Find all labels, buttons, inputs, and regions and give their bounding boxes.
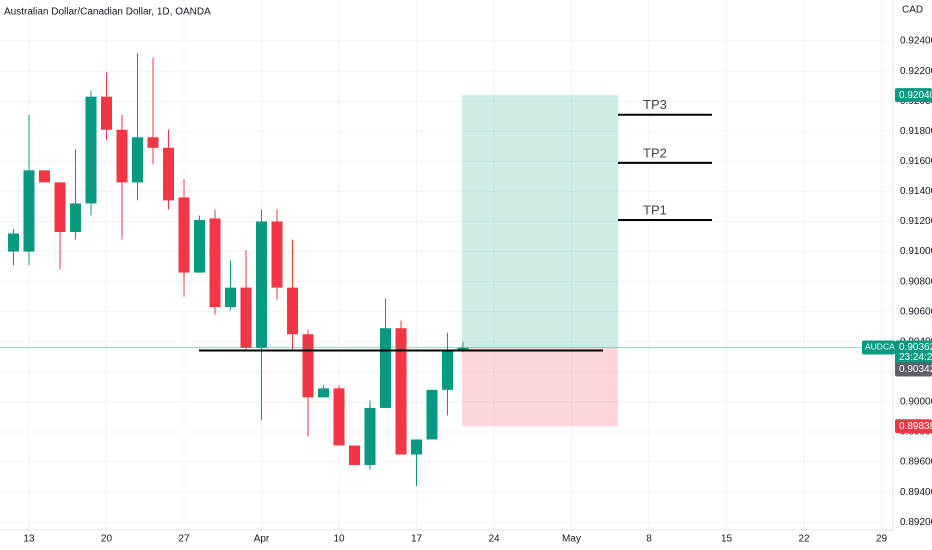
y-tick-label: 0.92400 xyxy=(900,36,932,47)
candle-body xyxy=(442,350,454,390)
candle-body xyxy=(349,445,361,466)
chart-title: Australian Dollar/Canadian Dollar, 1D, O… xyxy=(4,7,211,18)
candle-body xyxy=(302,334,314,398)
candle-body xyxy=(333,388,345,446)
candle-body xyxy=(318,388,330,398)
candle-body xyxy=(100,96,112,130)
x-tick-label: 10 xyxy=(333,534,345,545)
candle-body xyxy=(131,137,143,183)
x-tick-label: Apr xyxy=(254,534,270,545)
candles xyxy=(7,53,469,487)
x-tick-label: May xyxy=(562,534,581,545)
profit-zone xyxy=(462,95,619,348)
loss-zone xyxy=(462,347,619,427)
symbol-tag-box xyxy=(862,340,895,355)
x-tick-label: 20 xyxy=(101,534,113,545)
target-price-label: 0.92040 xyxy=(899,90,932,101)
stop-price-label-box xyxy=(895,419,932,434)
overlays: TP3 TP2 TP1 xyxy=(0,97,893,352)
candle-body xyxy=(426,389,438,440)
line-price-label: 0.90342 xyxy=(899,364,932,375)
last-price-label: 0.90362 xyxy=(899,342,932,353)
x-tick-label: 24 xyxy=(488,534,500,545)
x-tick-label: 15 xyxy=(721,534,733,545)
candle-body xyxy=(162,147,174,201)
x-tick-label: 29 xyxy=(876,534,888,545)
grid xyxy=(0,0,893,530)
x-tick-label: 22 xyxy=(798,534,810,545)
line-price-box xyxy=(895,362,932,377)
candle-body xyxy=(395,328,407,455)
candle-body xyxy=(85,96,97,204)
position-zones xyxy=(462,95,619,427)
x-tick-label: 8 xyxy=(646,534,652,545)
target-label: TP1 xyxy=(643,202,667,217)
candle-body xyxy=(240,287,252,348)
currency-label: CAD xyxy=(902,5,923,16)
candle-body xyxy=(457,347,469,351)
candle-body xyxy=(7,233,19,252)
target-label: TP3 xyxy=(643,97,667,112)
candle-body xyxy=(209,218,221,308)
candle-body xyxy=(193,219,205,273)
target-price-label-box xyxy=(895,88,932,103)
stop-price-label: 0.89838 xyxy=(899,421,932,432)
x-tick-label: 13 xyxy=(23,534,35,545)
candle-body xyxy=(380,328,392,408)
target-label: TP2 xyxy=(643,145,667,160)
candle-body xyxy=(255,221,267,348)
candle-body xyxy=(23,170,35,252)
candle-body xyxy=(38,170,50,183)
candle-body xyxy=(178,197,190,273)
candle-body xyxy=(224,287,236,308)
candle-body xyxy=(54,182,66,232)
candle-body xyxy=(147,137,159,148)
candle-body xyxy=(116,129,128,183)
symbol-tag: AUDCAD xyxy=(865,342,901,352)
candle-body xyxy=(364,407,376,466)
candle-body xyxy=(286,287,298,335)
candle-body xyxy=(411,439,423,455)
x-tick-label: 27 xyxy=(178,534,190,545)
x-tick-label: 17 xyxy=(411,534,423,545)
candle-body xyxy=(271,221,283,288)
countdown-label: 23:24:23 xyxy=(899,352,932,363)
candle-body xyxy=(69,203,81,232)
last-price-box xyxy=(895,340,932,365)
